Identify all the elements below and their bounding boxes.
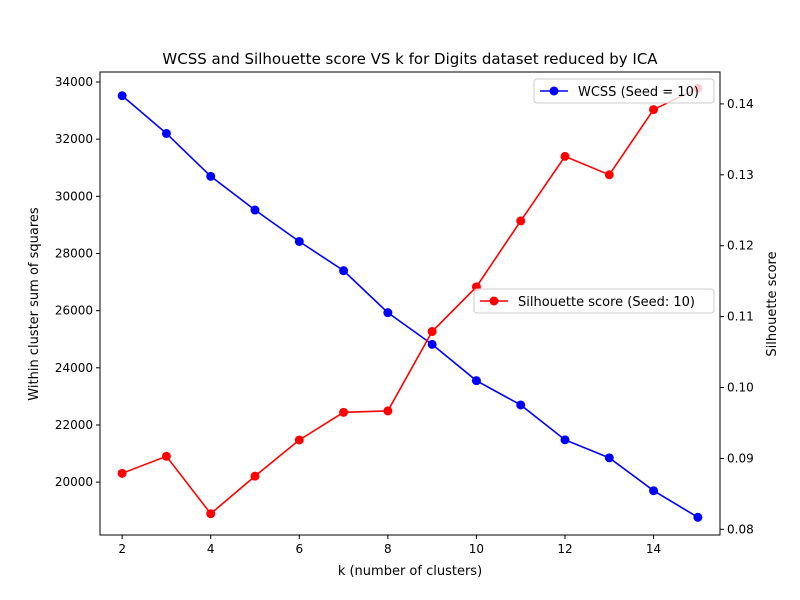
silhouette-point (206, 509, 216, 519)
y-left-tick-label: 32000 (55, 132, 93, 146)
legend-box (533, 78, 715, 104)
plot-area: 2 4 6 8 10 12 14 20000 22000 24000 26000 28000 30000… (55, 75, 754, 556)
wcss-point (339, 266, 349, 276)
y-left-tick-label: 30000 (55, 189, 93, 203)
y-right-tick-label: 0.14 (727, 97, 754, 111)
legend-marker-swatch (549, 86, 559, 96)
y-right-tick-label: 0.08 (727, 522, 754, 536)
y-right-tick-label: 0.11 (727, 310, 754, 324)
legend-box (473, 288, 715, 314)
wcss-point (250, 205, 260, 215)
wcss-point (427, 339, 437, 349)
x-tick-label: 12 (557, 542, 572, 556)
wcss-point (560, 435, 570, 445)
wcss-point (471, 376, 481, 386)
x-tick-label: 4 (207, 542, 215, 556)
x-tick-label: 14 (646, 542, 661, 556)
y-axis-left-label: Within cluster sum of squares (27, 207, 42, 401)
wcss-point (383, 308, 393, 318)
silhouette-point (649, 105, 659, 115)
wcss-point (206, 171, 216, 181)
wcss-point (117, 91, 127, 101)
y-right-tick-label: 0.09 (727, 451, 754, 465)
y-right-tick-label: 0.10 (727, 381, 754, 395)
silhouette-point (339, 407, 349, 417)
legends: WCSS (Seed = 10) Silhouette score (Seed: … (473, 78, 715, 314)
y-left-tick-label: 34000 (55, 75, 93, 89)
y-axis-right-label: Silhouette score (765, 251, 780, 356)
legend-marker-swatch (489, 296, 499, 306)
wcss-point (604, 453, 614, 463)
wcss-point (294, 236, 304, 246)
silhouette-point (250, 471, 260, 481)
silhouette-point (383, 406, 393, 416)
x-tick-label: 8 (384, 542, 392, 556)
legend-silhouette: Silhouette score (Seed: 10) (473, 288, 715, 314)
chart-title: WCSS and Silhouette score VS k for Digit… (162, 50, 658, 68)
y-left-tick-label: 26000 (55, 304, 93, 318)
y-left-tick-label: 24000 (55, 361, 93, 375)
silhouette-point (161, 451, 171, 461)
silhouette-point (294, 435, 304, 445)
silhouette-point (117, 468, 127, 478)
plot-frame (99, 71, 721, 536)
wcss-point (516, 400, 526, 410)
wcss-point (693, 512, 703, 522)
y-left-tick-label: 22000 (55, 418, 93, 432)
legend-wcss: WCSS (Seed = 10) (533, 78, 715, 104)
x-tick-label: 2 (118, 542, 126, 556)
x-tick-label: 10 (469, 542, 484, 556)
x-axis-label: k (number of clusters) (338, 564, 482, 579)
silhouette-point (516, 216, 526, 226)
silhouette-point (427, 327, 437, 337)
series-line-wcss (121, 95, 699, 518)
y-right-tick-label: 0.13 (727, 168, 754, 182)
x-tick-label: 6 (295, 542, 303, 556)
wcss-point (649, 486, 659, 496)
silhouette-point (604, 170, 614, 180)
wcss-point (161, 128, 171, 138)
legend-label: Silhouette score (Seed: 10) (518, 295, 695, 310)
y-left-tick-label: 28000 (55, 246, 93, 260)
series-line-silhouette (121, 87, 699, 515)
legend-label: WCSS (Seed = 10) (578, 85, 699, 100)
silhouette-point (560, 151, 570, 161)
y-right-tick-label: 0.12 (727, 239, 754, 253)
y-left-tick-label: 20000 (55, 475, 93, 489)
